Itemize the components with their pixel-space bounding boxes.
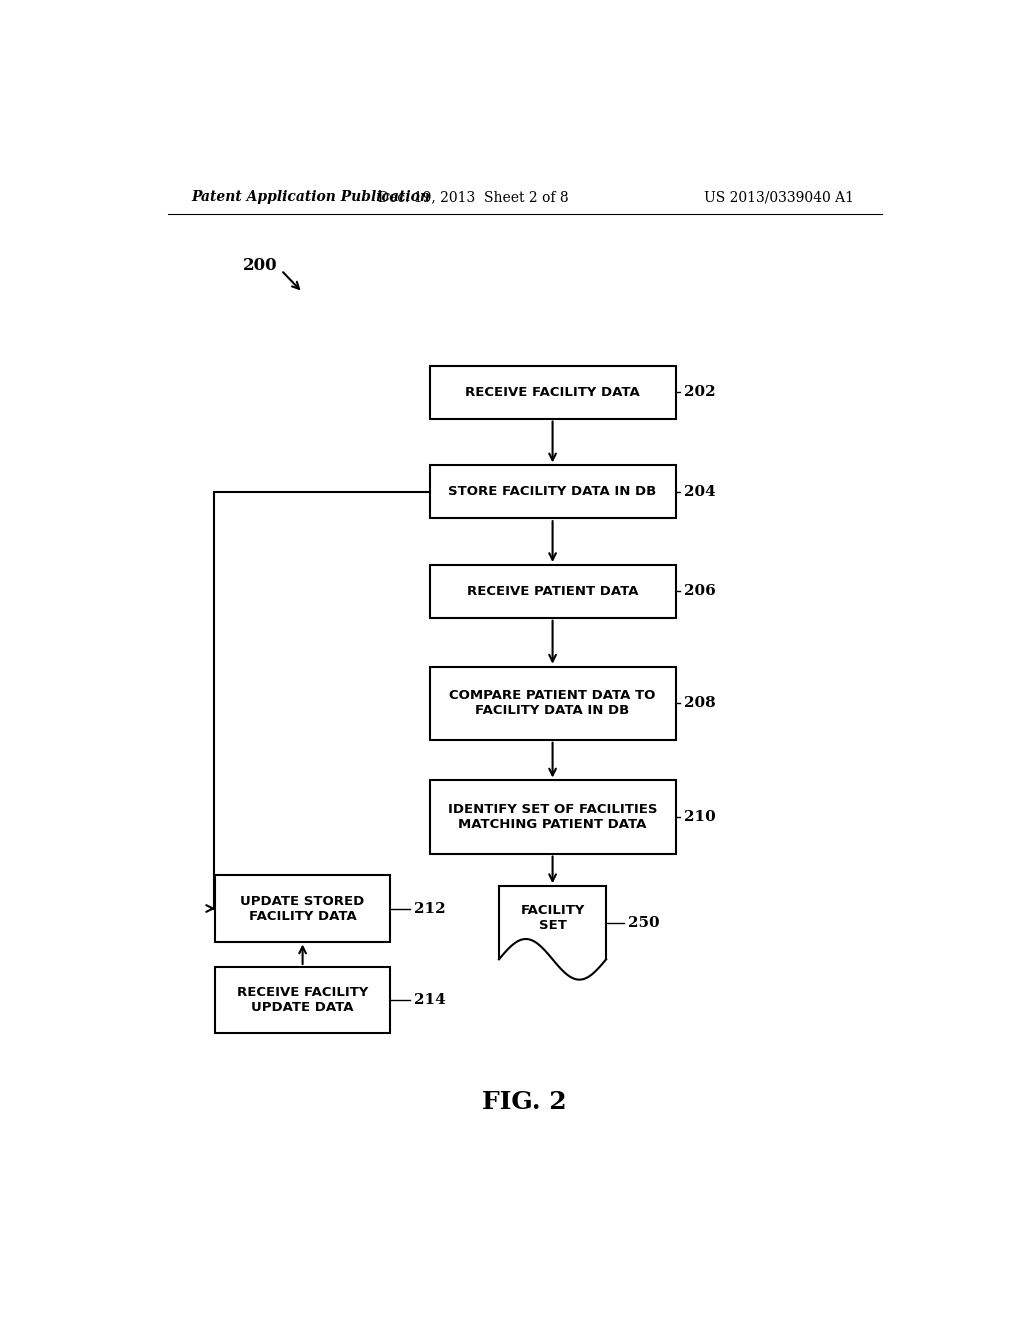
Text: STORE FACILITY DATA IN DB: STORE FACILITY DATA IN DB	[449, 486, 656, 498]
Text: 200: 200	[243, 256, 278, 273]
Text: FACILITY
SET: FACILITY SET	[520, 904, 585, 932]
Text: 250: 250	[628, 916, 659, 929]
Text: 208: 208	[684, 696, 716, 710]
FancyBboxPatch shape	[430, 466, 676, 519]
Text: UPDATE STORED
FACILITY DATA: UPDATE STORED FACILITY DATA	[241, 895, 365, 923]
FancyBboxPatch shape	[430, 366, 676, 418]
Polygon shape	[499, 886, 606, 979]
Text: 210: 210	[684, 810, 716, 824]
Text: RECEIVE FACILITY
UPDATE DATA: RECEIVE FACILITY UPDATE DATA	[237, 986, 369, 1014]
Text: Patent Application Publication: Patent Application Publication	[191, 190, 430, 205]
Text: 206: 206	[684, 585, 716, 598]
FancyBboxPatch shape	[430, 667, 676, 739]
FancyBboxPatch shape	[430, 780, 676, 854]
Text: FIG. 2: FIG. 2	[482, 1089, 567, 1114]
Text: IDENTIFY SET OF FACILITIES
MATCHING PATIENT DATA: IDENTIFY SET OF FACILITIES MATCHING PATI…	[447, 803, 657, 832]
FancyBboxPatch shape	[430, 565, 676, 618]
Text: 202: 202	[684, 385, 715, 399]
Text: 214: 214	[414, 993, 445, 1007]
FancyBboxPatch shape	[215, 875, 390, 941]
Text: 204: 204	[684, 484, 716, 499]
Text: RECEIVE PATIENT DATA: RECEIVE PATIENT DATA	[467, 585, 638, 598]
FancyBboxPatch shape	[215, 968, 390, 1034]
Text: COMPARE PATIENT DATA TO
FACILITY DATA IN DB: COMPARE PATIENT DATA TO FACILITY DATA IN…	[450, 689, 655, 717]
Text: RECEIVE FACILITY DATA: RECEIVE FACILITY DATA	[465, 385, 640, 399]
Text: US 2013/0339040 A1: US 2013/0339040 A1	[703, 190, 854, 205]
Text: Dec. 19, 2013  Sheet 2 of 8: Dec. 19, 2013 Sheet 2 of 8	[378, 190, 568, 205]
Text: 212: 212	[414, 902, 445, 916]
